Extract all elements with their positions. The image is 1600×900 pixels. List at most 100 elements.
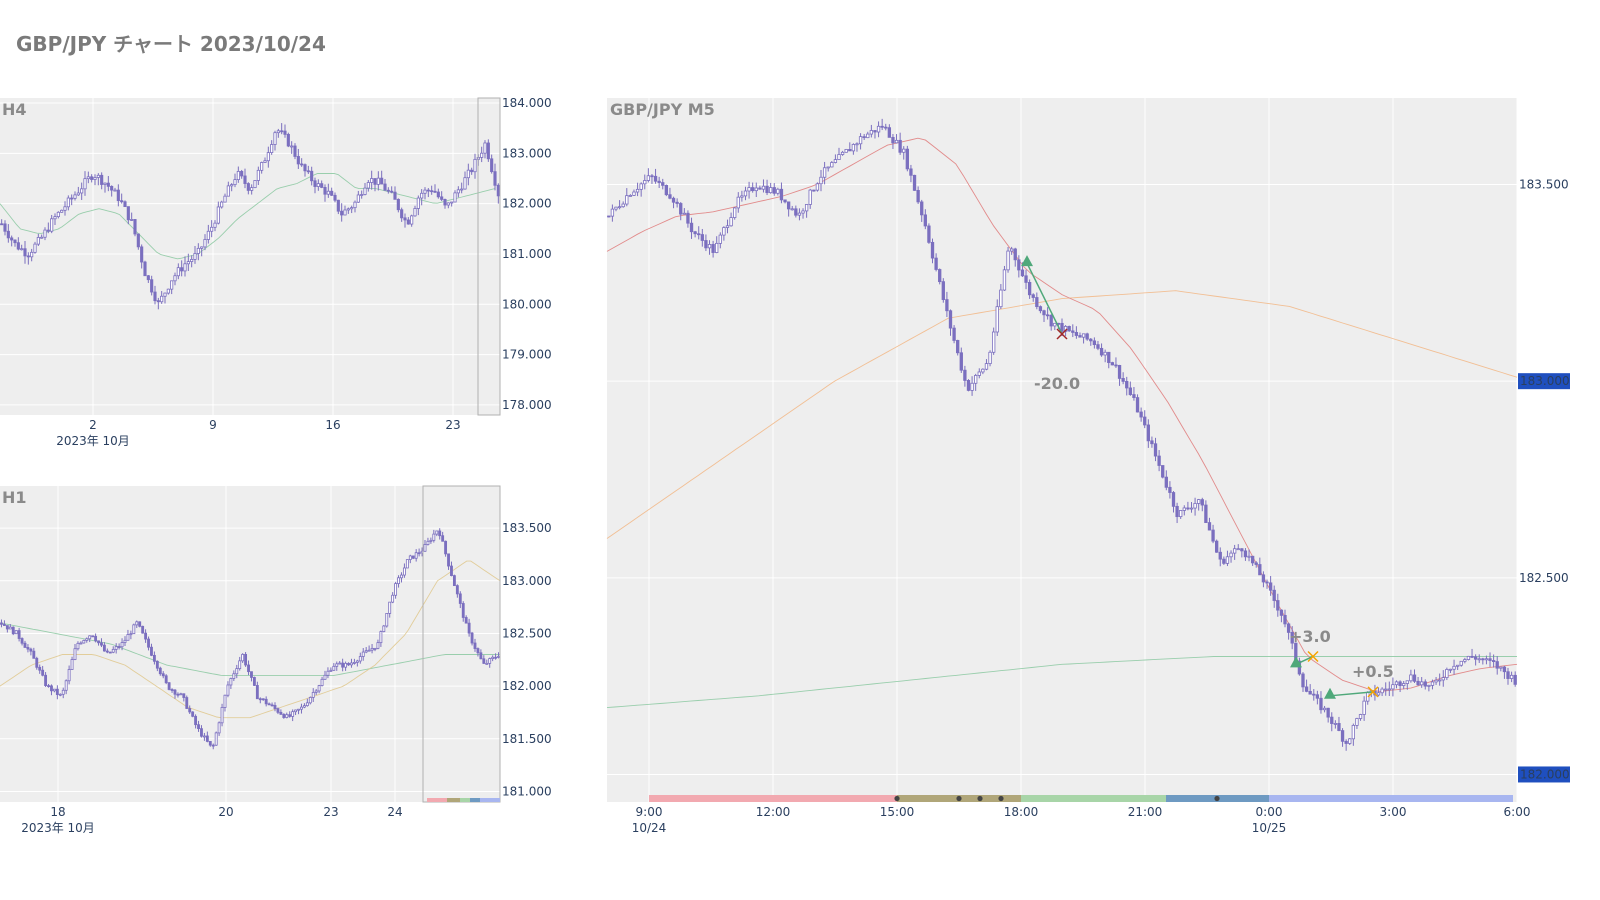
candle-body	[400, 209, 404, 219]
candle-body	[197, 724, 200, 730]
trade-result-label: +0.5	[1352, 662, 1394, 681]
candle-body	[1322, 707, 1327, 711]
candle-body	[300, 163, 304, 166]
candle-body	[264, 698, 268, 705]
candle-body	[483, 142, 487, 154]
candle-body	[256, 169, 260, 181]
candle-body	[67, 669, 71, 682]
candle-body	[179, 693, 183, 696]
candle-body	[291, 711, 295, 717]
candle-body	[461, 603, 465, 618]
candle-body	[123, 639, 127, 643]
candle-body	[999, 289, 1003, 308]
candle-body	[233, 179, 237, 186]
candle-body	[797, 212, 802, 216]
session-dot	[1214, 795, 1220, 802]
candle-body	[707, 244, 712, 249]
candle-body	[916, 189, 920, 203]
candle-body	[1031, 294, 1035, 298]
candle-body	[38, 666, 42, 671]
candle-body	[76, 642, 80, 650]
candle-body	[220, 707, 224, 724]
candle-body	[200, 728, 203, 737]
candle-body	[346, 208, 350, 211]
candle-body	[1326, 707, 1330, 718]
candle-body	[1240, 548, 1244, 552]
candle-body	[406, 219, 410, 225]
candle-body	[303, 164, 307, 172]
candle-body	[105, 650, 109, 653]
candle-body	[344, 662, 348, 668]
candle-body	[970, 382, 974, 391]
trade-exit-marker	[1307, 650, 1319, 663]
candle-body	[862, 136, 866, 139]
candle-body	[884, 126, 888, 129]
candle-body	[653, 175, 658, 182]
candle-body	[1182, 507, 1186, 511]
candle-body	[945, 299, 949, 312]
candle-body	[909, 168, 913, 176]
candle-body	[466, 169, 470, 179]
candle-body	[283, 130, 287, 135]
candle-body	[367, 649, 371, 652]
candle-body	[458, 593, 462, 604]
candle-body	[391, 594, 395, 603]
candle-body	[1250, 555, 1255, 564]
candle-body	[355, 660, 359, 663]
candle-body	[1139, 411, 1143, 418]
candle-body	[70, 659, 74, 670]
candle-body	[116, 189, 120, 202]
candle-body	[830, 162, 834, 168]
candle-body	[482, 658, 486, 664]
trade-line	[1026, 262, 1063, 335]
y-tick-label: 179.000	[502, 348, 552, 362]
candle-body	[1247, 555, 1251, 558]
session-band	[1269, 795, 1513, 802]
candle-body	[261, 698, 265, 701]
ma-short-line-H1	[0, 560, 501, 719]
candle-body	[1513, 674, 1517, 685]
candle-body	[26, 647, 30, 650]
candle-body	[83, 178, 87, 190]
candle-body	[26, 255, 30, 258]
candle-body	[1053, 322, 1057, 327]
candle-body	[497, 656, 500, 658]
candle-body	[1071, 330, 1075, 333]
candle-body	[29, 648, 33, 652]
candle-body	[232, 673, 236, 679]
candle-body	[176, 693, 180, 696]
y-tick-label: 183.000	[502, 146, 552, 160]
candle-body	[47, 685, 50, 687]
candle-body	[53, 216, 57, 220]
candle-body	[276, 708, 280, 713]
candle-body	[1225, 556, 1230, 564]
candle-body	[722, 227, 726, 236]
candle-body	[158, 667, 162, 675]
candle-body	[1362, 700, 1366, 715]
candle-body	[639, 183, 643, 190]
candle-body	[657, 180, 661, 183]
session-band-mini	[460, 798, 470, 802]
candle-body	[898, 139, 902, 153]
candle-body	[718, 234, 722, 244]
x-tick-label: 23	[323, 805, 338, 819]
candle-body	[308, 696, 312, 704]
candle-body	[1254, 562, 1258, 565]
candle-body	[1312, 693, 1316, 696]
candle-body	[276, 130, 280, 134]
x-tick-label: 3:00	[1380, 805, 1407, 819]
candle-body	[1409, 674, 1413, 682]
candle-body	[16, 242, 20, 250]
candle-body	[382, 625, 386, 632]
candle-body	[166, 288, 170, 294]
candle-body	[155, 660, 159, 669]
candle-body	[1009, 248, 1014, 252]
candle-body	[1067, 326, 1071, 332]
candle-body	[493, 171, 497, 186]
candle-body	[61, 689, 65, 695]
candle-body	[938, 269, 942, 283]
candle-body	[1297, 660, 1302, 675]
candle-body	[150, 279, 154, 293]
session-band-mini	[427, 798, 447, 802]
x-tick-label: 21:00	[1128, 805, 1163, 819]
